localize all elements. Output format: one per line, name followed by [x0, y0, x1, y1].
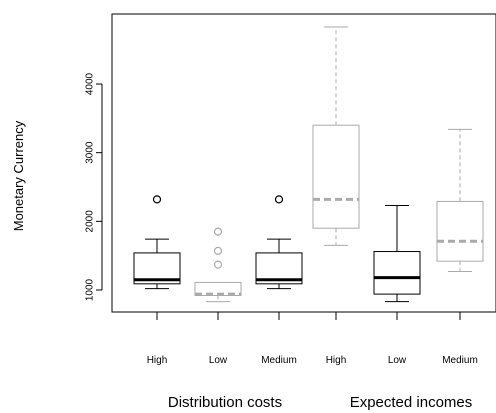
- box-expected-incomes-medium: [436, 128, 484, 272]
- x-category-label: Low: [388, 355, 407, 366]
- y-tick-label: 1000: [85, 278, 96, 301]
- box-distribution-costs-medium: [255, 195, 303, 290]
- x-category-label: High: [326, 355, 347, 366]
- box-expected-incomes-high: [312, 26, 360, 246]
- x-category-label: Medium: [442, 355, 478, 366]
- box-expected-incomes-low: [373, 205, 421, 303]
- outlier-point: [213, 260, 223, 269]
- outlier-point: [274, 195, 284, 204]
- outlier-point: [213, 246, 223, 255]
- x-axis: High Low Medium High Low Medium: [147, 312, 478, 366]
- outlier-point: [213, 227, 223, 236]
- y-axis: 1000 2000 3000 4000: [85, 72, 103, 301]
- x-category-label: High: [147, 355, 168, 366]
- y-tick-label: 3000: [85, 141, 96, 164]
- box-iqr: [373, 251, 421, 295]
- y-tick-label: 4000: [85, 72, 96, 95]
- outlier-point: [152, 195, 162, 204]
- y-axis-title: Monetary Currency: [11, 120, 26, 231]
- box-distribution-costs-low: [194, 227, 242, 303]
- box-iqr: [436, 200, 484, 262]
- box-distribution-costs-high: [133, 195, 181, 290]
- x-category-label: Low: [209, 355, 228, 366]
- box-iqr: [312, 124, 360, 229]
- boxes-layer: [133, 26, 484, 303]
- group-labels: Distribution costs Expected incomes: [168, 394, 472, 411]
- plot-frame: [111, 13, 496, 313]
- group-label: Distribution costs: [168, 394, 282, 411]
- x-category-label: Medium: [261, 355, 297, 366]
- group-label: Expected incomes: [350, 394, 473, 411]
- y-tick-label: 2000: [85, 210, 96, 233]
